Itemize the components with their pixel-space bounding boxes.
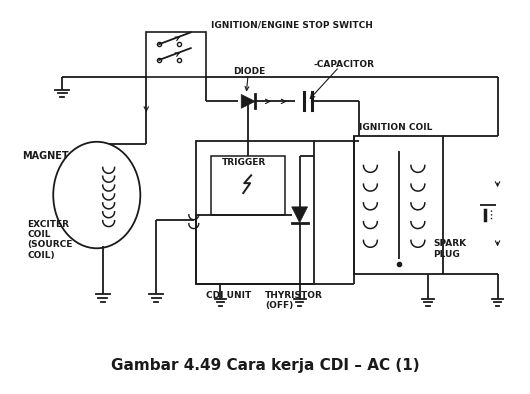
Polygon shape: [241, 95, 255, 108]
Text: DIODE: DIODE: [233, 67, 266, 76]
Text: TRIGGER: TRIGGER: [222, 158, 266, 167]
Bar: [210, 156, 285, 215]
Polygon shape: [292, 207, 307, 223]
Text: Gambar 4.49 Cara kerja CDI – AC (1): Gambar 4.49 Cara kerja CDI – AC (1): [111, 358, 419, 373]
Bar: [354, 136, 443, 274]
Bar: [146, 32, 206, 77]
Text: THYRISTOR
(OFF): THYRISTOR (OFF): [265, 291, 323, 310]
Text: IGNITION/ENGINE STOP SWITCH: IGNITION/ENGINE STOP SWITCH: [210, 20, 373, 30]
Text: SPARK
PLUG: SPARK PLUG: [433, 240, 466, 259]
Text: CDI UNIT: CDI UNIT: [206, 291, 251, 300]
Text: -CAPACITOR: -CAPACITOR: [313, 60, 375, 69]
Text: EXCITER
COIL
(SOURCE
COIL): EXCITER COIL (SOURCE COIL): [28, 220, 73, 260]
Bar: [196, 141, 314, 284]
Text: MAGNET: MAGNET: [23, 151, 69, 161]
Text: IGNITION COIL: IGNITION COIL: [359, 123, 432, 132]
